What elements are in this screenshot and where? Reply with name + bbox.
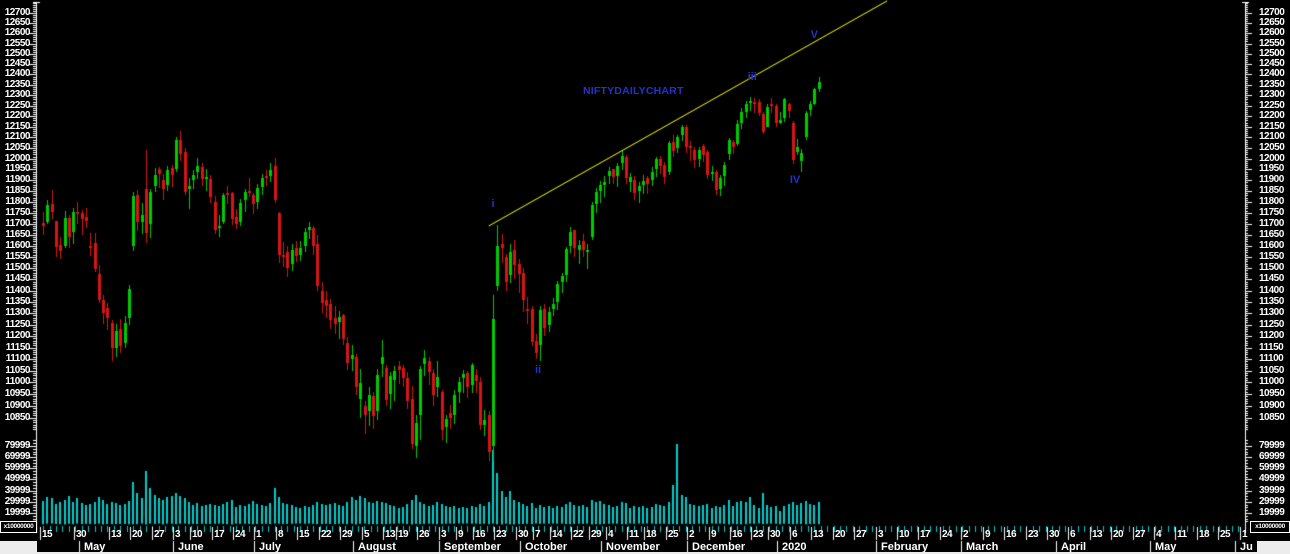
- volume-multiplier-label-left: x10000000: [0, 521, 37, 533]
- bottom-right-corner: [1257, 541, 1290, 554]
- bottom-left-corner: [0, 541, 37, 554]
- volume-multiplier-label-right: x10000000: [1250, 521, 1290, 533]
- window-bottom-border: [0, 552, 1290, 554]
